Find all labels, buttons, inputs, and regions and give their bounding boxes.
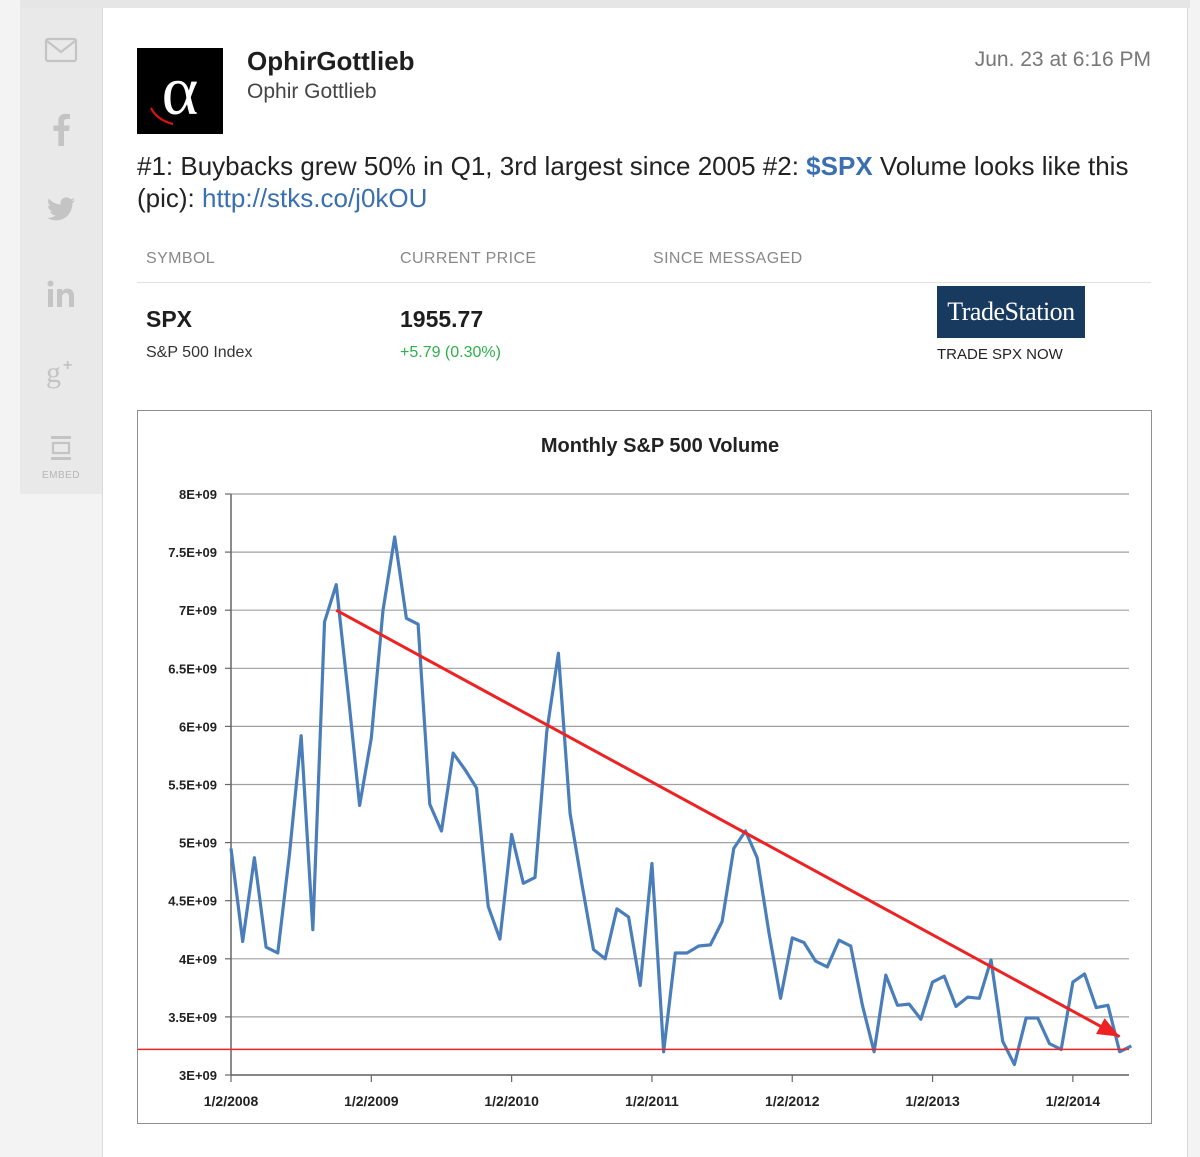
author-name[interactable]: OphirGottlieb [247, 46, 415, 76]
share-facebook-button[interactable] [20, 100, 102, 160]
y-tick-label: 5E+09 [179, 836, 217, 851]
linkedin-icon [47, 280, 74, 307]
author-handle[interactable]: Ophir Gottlieb [247, 80, 377, 103]
message-text-part1: #1: Buybacks grew 50% in Q1, 3rd largest… [137, 151, 807, 181]
embed-icon [51, 436, 71, 460]
x-tick-label: 1/2/2008 [204, 1093, 259, 1109]
cashtag-link[interactable]: $SPX [806, 151, 873, 181]
message-link[interactable]: http://stks.co/j0kOU [202, 183, 428, 213]
quote-symbol[interactable]: SPX [146, 306, 193, 332]
chart-title: Monthly S&P 500 Volume [541, 435, 779, 457]
header-since-messaged: SINCE MESSAGED [653, 250, 803, 267]
y-tick-label: 3E+09 [179, 1068, 217, 1083]
header-current-price: CURRENT PRICE [400, 250, 537, 267]
trade-now-link[interactable]: TRADE SPX NOW [937, 346, 1063, 363]
tradestation-logo[interactable]: TradeStation [937, 286, 1085, 338]
quote-symbol-name: S&P 500 Index [146, 344, 253, 361]
volume-line-chart: Monthly S&P 500 Volume 8E+09 7.5E+09 7E+09… [138, 435, 1133, 1109]
volume-series-line [229, 535, 1133, 1067]
share-twitter-button[interactable] [20, 180, 102, 240]
message-text-part2: Volume looks like this (pic): [137, 151, 1129, 213]
y-tick-label: 6E+09 [179, 719, 217, 734]
y-tick-label: 6.5E+09 [168, 661, 217, 676]
avatar[interactable]: α [137, 48, 223, 134]
y-tick-label: 4E+09 [179, 952, 217, 967]
x-tick-label: 1/2/2012 [765, 1093, 820, 1109]
avatar-glyph: α [162, 53, 199, 130]
quote-price: 1955.77 [400, 306, 484, 332]
x-tick-label: 1/2/2010 [484, 1093, 539, 1109]
twitter-icon [47, 197, 76, 221]
avatar-swoosh [150, 107, 174, 126]
share-mail-button[interactable] [20, 20, 102, 80]
quote-table-header: SYMBOL CURRENT PRICE SINCE MESSAGED [137, 246, 1151, 283]
embed-label: EMBED [41, 470, 81, 481]
x-tick-label: 1/2/2013 [905, 1093, 960, 1109]
message-card: α OphirGottlieb Ophir Gottlieb Jun. 23 a… [102, 8, 1188, 1157]
y-tick-label: 4.5E+09 [168, 894, 217, 909]
y-tick-label: 7E+09 [179, 603, 217, 618]
share-google-plus-button[interactable]: g + [20, 344, 102, 404]
x-tick-label: 1/2/2014 [1046, 1093, 1101, 1109]
header-symbol: SYMBOL [146, 250, 216, 267]
trend-arrowhead [1096, 1018, 1120, 1037]
facebook-icon [53, 113, 70, 146]
google-plus-icon: g + [46, 356, 72, 389]
message-timestamp[interactable]: Jun. 23 at 6:16 PM [974, 48, 1151, 71]
embed-button[interactable] [20, 426, 102, 470]
y-tick-label: 5.5E+09 [168, 778, 217, 793]
share-linkedin-button[interactable] [20, 264, 102, 324]
x-tick-label: 1/2/2011 [625, 1093, 679, 1109]
chart-image[interactable]: Monthly S&P 500 Volume 8E+09 7.5E+09 7E+09… [137, 410, 1152, 1124]
share-sidebar: g + EMBED [20, 8, 103, 494]
x-tick-label: 1/2/2009 [344, 1093, 399, 1109]
message-body: #1: Buybacks grew 50% in Q1, 3rd largest… [137, 150, 1147, 214]
top-border [20, 0, 1190, 8]
y-tick-label: 3.5E+09 [168, 1010, 217, 1025]
y-tick-label: 7.5E+09 [168, 545, 217, 560]
svg-text:+: + [63, 357, 72, 374]
mail-icon [44, 37, 78, 63]
quote-change: +5.79 (0.30%) [400, 344, 501, 361]
svg-text:g: g [46, 356, 61, 389]
y-tick-label: 8E+09 [179, 487, 217, 502]
trend-line [335, 608, 1121, 1038]
